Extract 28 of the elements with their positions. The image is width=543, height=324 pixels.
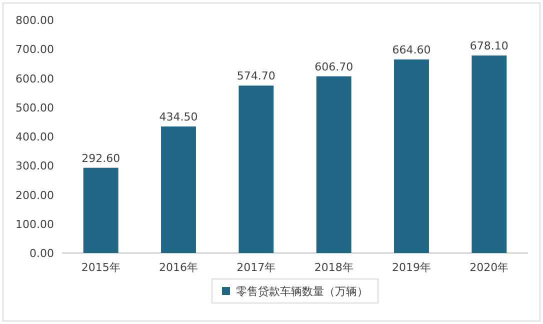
y-tick-label: 600.00	[16, 72, 54, 86]
y-tick-label: 100.00	[16, 218, 54, 231]
y-tick-label: 0.00	[30, 247, 54, 260]
bar	[83, 168, 118, 253]
data-label: 678.10	[470, 40, 508, 53]
data-label: 664.60	[392, 43, 431, 56]
x-tick-label: 2018年	[314, 261, 354, 274]
bar	[472, 56, 507, 253]
x-tick-label: 2016年	[159, 261, 198, 274]
x-tick-label: 2019年	[392, 261, 431, 274]
bar	[238, 86, 274, 253]
x-tick-label: 2017年	[236, 261, 276, 274]
y-tick-label: 700.00	[16, 43, 54, 56]
bar	[161, 126, 196, 253]
bar	[394, 59, 429, 253]
y-tick-label: 800.00	[16, 14, 54, 27]
x-tick-label: 2015年	[81, 261, 120, 274]
y-tick-label: 500.00	[16, 101, 54, 114]
bar	[316, 76, 352, 253]
data-label: 606.70	[314, 60, 354, 74]
data-label: 434.50	[159, 110, 198, 124]
y-tick-label: 200.00	[16, 188, 54, 202]
legend-label: 零售贷款车辆数量（万辆）	[236, 285, 368, 298]
x-tick-label: 2020年	[470, 261, 509, 274]
data-label: 292.60	[82, 152, 120, 165]
data-label: 574.70	[236, 70, 276, 83]
y-tick-label: 300.00	[16, 160, 54, 173]
y-tick-label: 400.00	[16, 130, 54, 144]
